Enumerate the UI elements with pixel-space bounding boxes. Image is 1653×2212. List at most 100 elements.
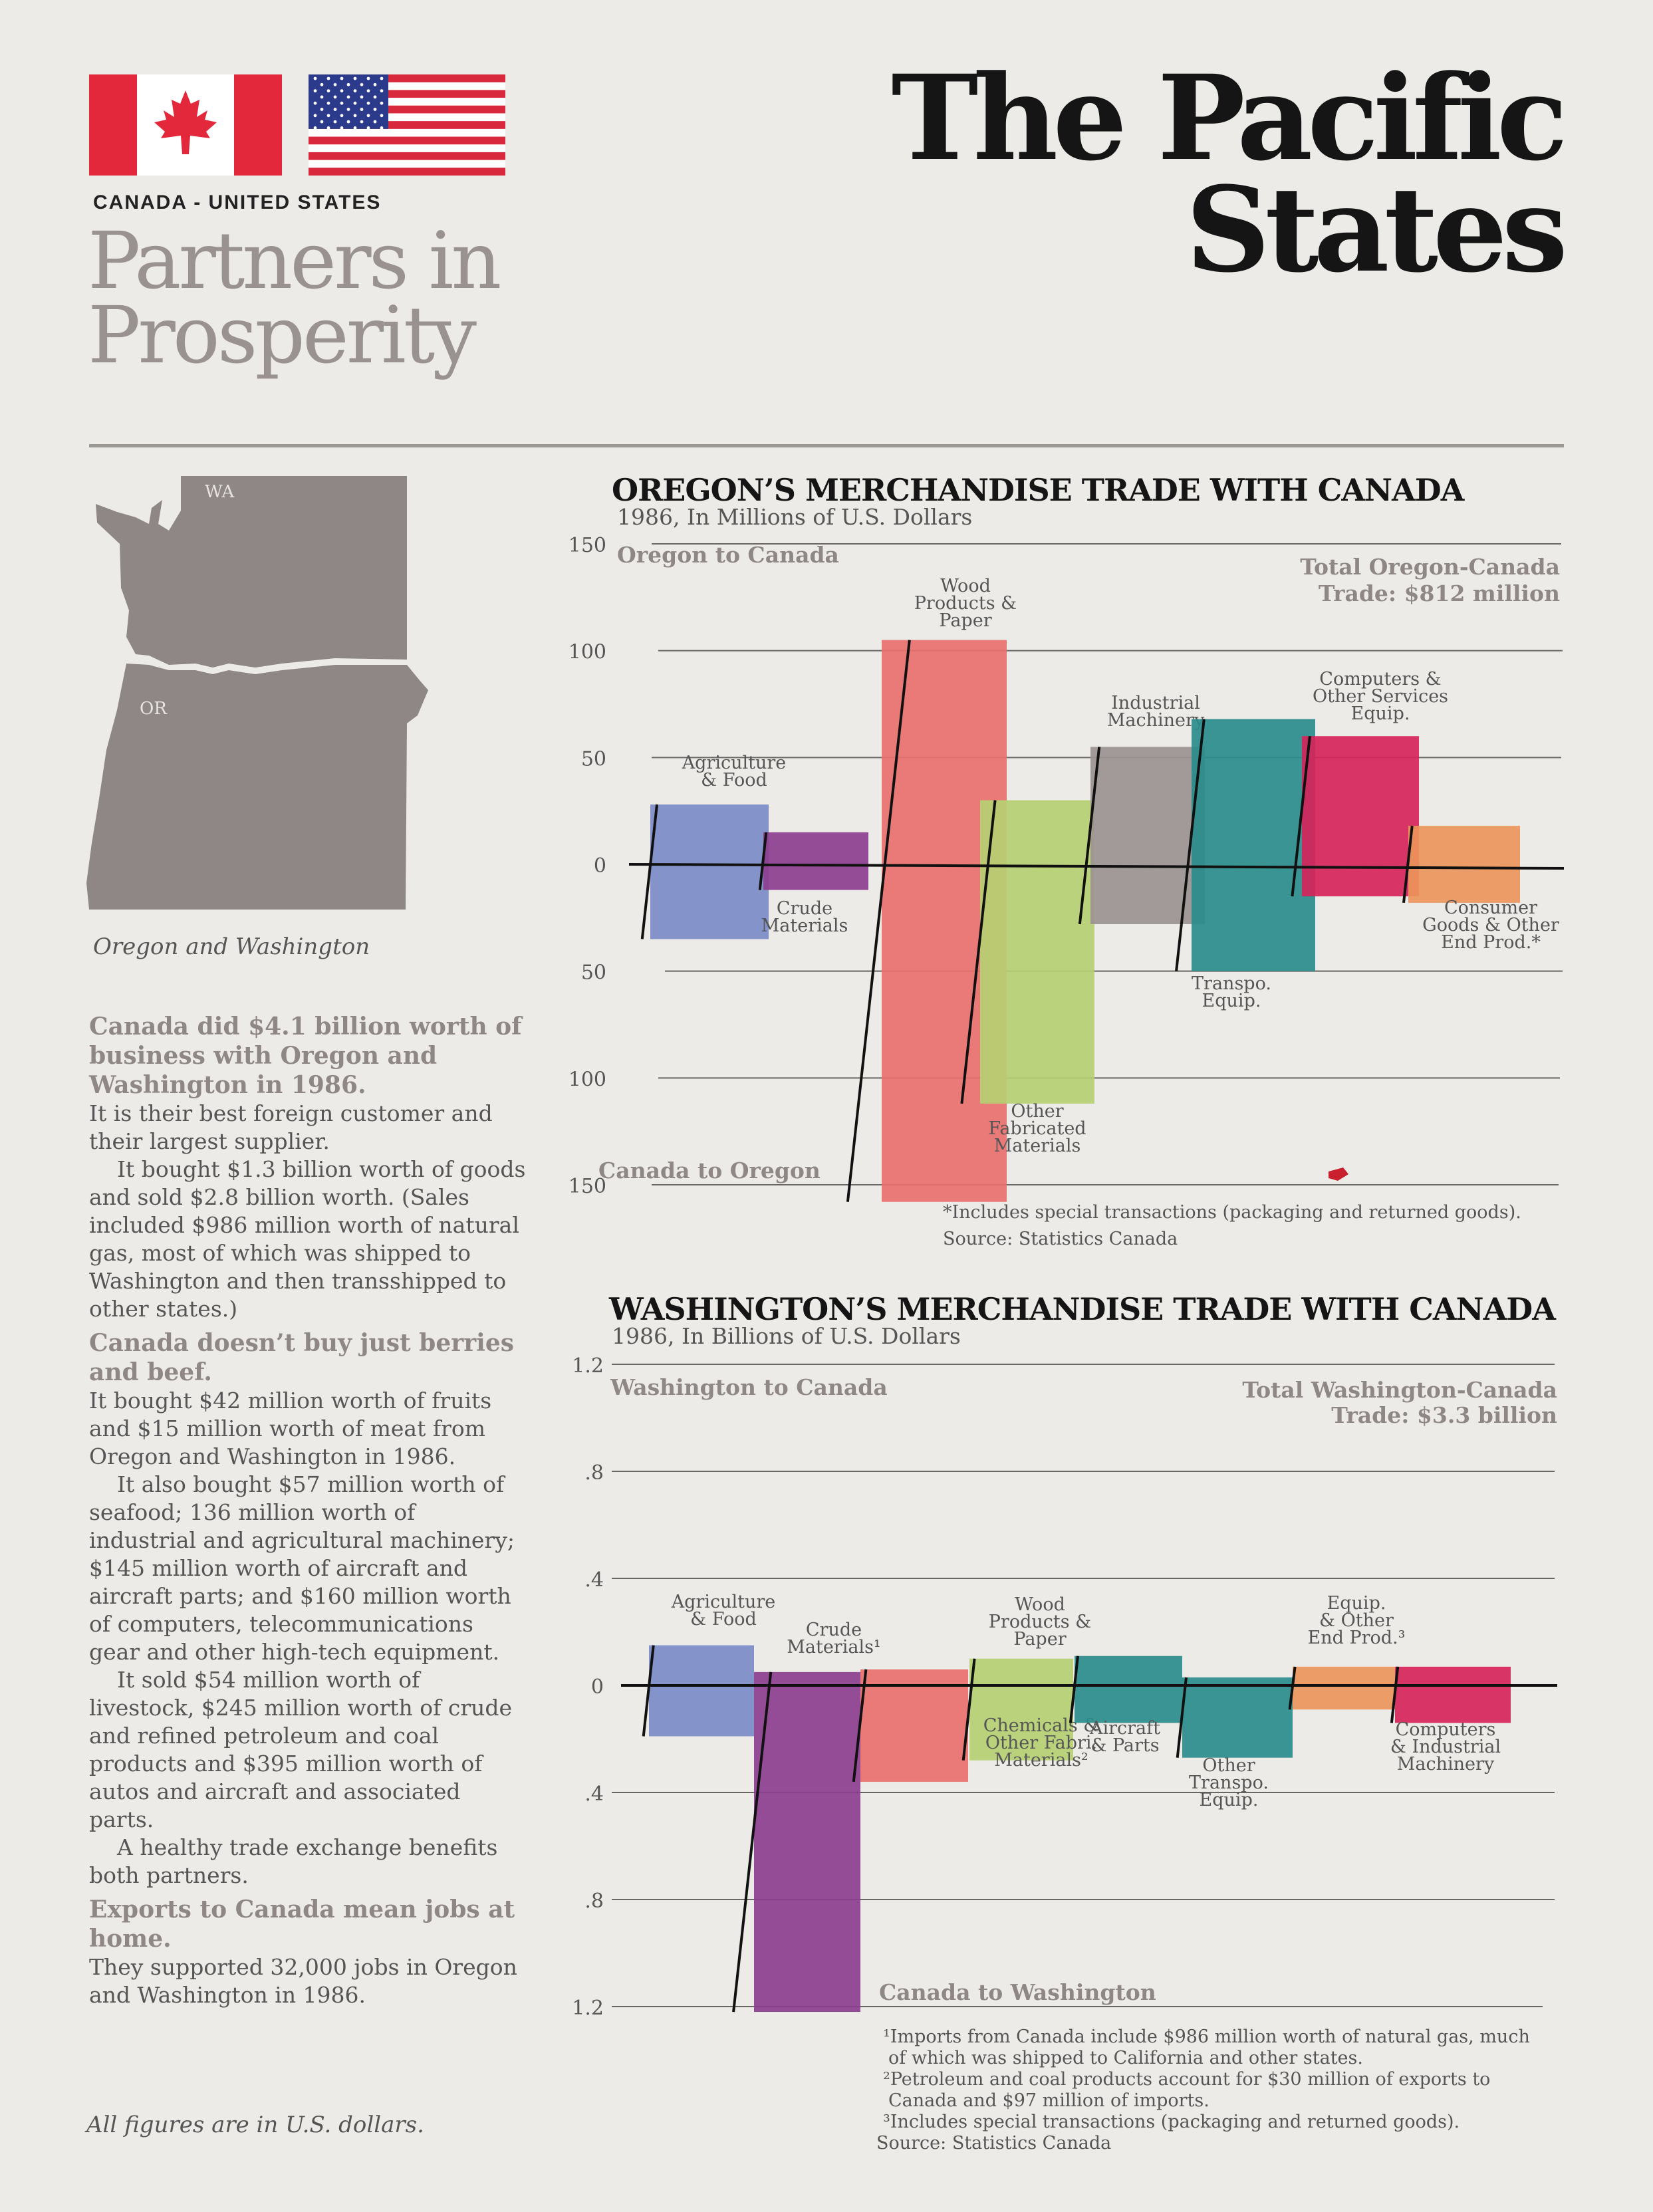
flag-star — [353, 76, 357, 80]
flag-stripe — [309, 136, 505, 145]
category-label-line: Fabricated — [988, 1118, 1086, 1139]
flag-star — [313, 101, 317, 105]
flag-star — [373, 82, 377, 86]
oregon-washington-map: WA OR — [86, 476, 428, 910]
flag-star — [326, 76, 330, 80]
flag-stripe — [309, 160, 505, 168]
flag-star — [313, 126, 317, 130]
paragraph-2: It bought $1.3 billion worth of goods an… — [89, 1156, 526, 1322]
flag-star — [326, 89, 330, 92]
flag-star — [366, 114, 370, 118]
flag-star — [373, 95, 377, 99]
category-label-line: Equip. — [1202, 991, 1261, 1011]
bar-0-3 — [980, 800, 1094, 1104]
footnote: Canada and $97 million of imports. — [888, 2090, 1209, 2111]
category-label-line: & Industrial — [1390, 1737, 1501, 1757]
footnote: of which was shipped to California and o… — [888, 2048, 1363, 2068]
category-label-line: Products & — [989, 1612, 1091, 1632]
y-tick-label: .8 — [584, 1890, 604, 1913]
bar-0-7 — [1408, 826, 1520, 903]
bar-1-2 — [860, 1669, 968, 1782]
category-label-line: Materials¹ — [787, 1637, 881, 1658]
category-label: Wood Products & Paper — [989, 1594, 1091, 1650]
lead-2: Canada doesn’t buy just berries and beef… — [89, 1329, 515, 1386]
flag-stripe — [309, 128, 505, 138]
flag-star — [380, 76, 384, 80]
flag-star — [333, 108, 337, 111]
y-tick-label: 150 — [569, 1175, 606, 1198]
bar-1-5 — [1182, 1677, 1293, 1758]
brand-line-2: Prosperity — [88, 289, 477, 381]
bar-edge — [758, 832, 768, 890]
footnote: ¹Imports from Canada include $986 millio… — [883, 2027, 1530, 2047]
flag-star — [326, 114, 330, 118]
us-flag-icon — [309, 74, 505, 176]
flag-star — [340, 76, 344, 80]
bar-edge — [732, 1671, 773, 2013]
category-label-line: & Other — [1319, 1610, 1394, 1631]
washington-shape — [96, 476, 407, 668]
category-label: Equip. & Other End Prod.³ — [1308, 1593, 1406, 1648]
category-label-line: Equip. — [1351, 703, 1410, 724]
y-tick-label: .4 — [584, 1782, 604, 1806]
page-title: The Pacific States — [891, 49, 1568, 299]
bar-1-1 — [754, 1671, 860, 2013]
category-label: Other Transpo. Equip. — [1189, 1755, 1269, 1810]
washington-chart-title: WASHINGTON’S MERCHANDISE TRADE WITH CANA… — [609, 1291, 1556, 1327]
flag-star — [366, 76, 370, 80]
lead-3: Exports to Canada mean jobs at home. — [89, 1896, 515, 1953]
flag-star — [313, 89, 317, 92]
category-label: Crude Materials — [761, 898, 848, 936]
footnote: ³Includes special transactions (packagin… — [883, 2112, 1460, 2132]
paragraph-4: It also bought $57 million worth of seaf… — [89, 1471, 515, 1665]
category-label-line: & Food — [701, 770, 767, 791]
category-label-line: Materials² — [994, 1750, 1088, 1771]
page-title-line-1: The Pacific — [891, 49, 1568, 187]
bar-1-0 — [649, 1645, 754, 1737]
flag-star — [353, 89, 357, 92]
flag-star — [366, 126, 370, 130]
category-label-line: Agriculture — [682, 753, 787, 773]
flag-star — [333, 82, 337, 86]
category-label-line: Equip. — [1200, 1790, 1259, 1810]
paragraph-7: They supported 32,000 jobs in Oregon and… — [89, 1954, 517, 2008]
category-label: Crude Materials¹ — [787, 1620, 881, 1658]
flag-star — [320, 120, 324, 124]
bar-0-0 — [650, 804, 769, 939]
paragraph-6: A healthy trade exchange benefits both p… — [89, 1834, 498, 1888]
lower-direction-label: Canada to Washington — [879, 1979, 1156, 2005]
category-label-line: Other Services — [1313, 686, 1448, 707]
flag-star — [373, 108, 377, 111]
y-tick-label: 100 — [569, 1068, 606, 1091]
bar-edge — [1402, 825, 1414, 904]
category-label-line: Crude — [806, 1620, 862, 1640]
category-label-line: Machinery — [1397, 1754, 1495, 1775]
y-tick-label: 1.2 — [572, 1354, 604, 1378]
lower-direction-label: Canada to Oregon — [598, 1158, 821, 1183]
flag-star — [353, 114, 357, 118]
y-tick-label: .4 — [584, 1568, 604, 1592]
upper-direction-label: Washington to Canada — [610, 1374, 888, 1400]
y-tick-label: 50 — [581, 961, 606, 985]
country-line: CANADA - UNITED STATES — [93, 191, 382, 213]
category-label-line: Paper — [1013, 1629, 1066, 1650]
y-tick-label: 0 — [594, 854, 606, 878]
bar-edge — [846, 640, 911, 1202]
category-label-line: & Food — [690, 1609, 757, 1630]
zero-axis — [628, 863, 1565, 870]
header-divider — [89, 444, 1564, 447]
or-label: OR — [140, 699, 168, 719]
washington-chart-subtitle: 1986, In Billions of U.S. Dollars — [612, 1323, 961, 1349]
bar-0-6 — [1302, 736, 1419, 897]
category-label-line: Wood — [940, 576, 991, 596]
flag-star — [353, 126, 357, 130]
category-label-line: Industrial — [1111, 693, 1200, 713]
flag-star — [366, 89, 370, 92]
brand-title: Partners in Prosperity — [88, 221, 501, 381]
category-label-line: Machinery — [1107, 710, 1205, 731]
category-label-line: Equip. — [1327, 1593, 1386, 1614]
footnote: Source: Statistics Canada — [943, 1229, 1178, 1249]
page-title-line-2: States — [1186, 161, 1568, 299]
bar-edge — [1176, 1677, 1188, 1758]
